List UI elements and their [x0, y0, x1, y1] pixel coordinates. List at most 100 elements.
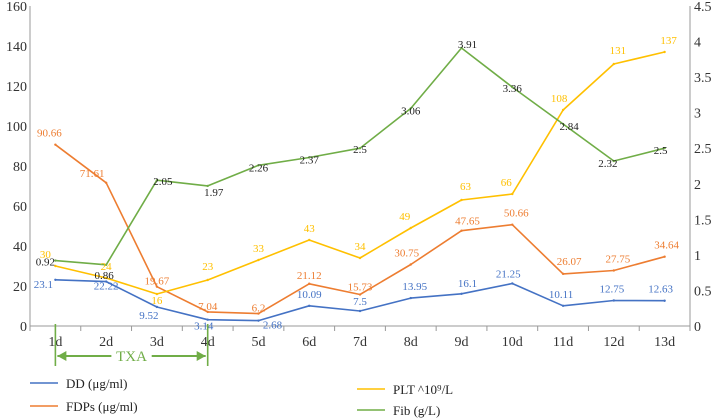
right-tick-label: 1 [694, 249, 701, 264]
data-label-fdps: 6.2 [252, 303, 266, 315]
data-point-dd [308, 304, 311, 308]
right-tick-label: 4.5 [694, 0, 712, 15]
data-point-fib [155, 179, 159, 182]
data-point-plt [358, 256, 362, 260]
right-tick-label: 3.5 [694, 71, 712, 86]
data-point-plt [257, 258, 260, 262]
data-label-fib: 2.37 [300, 154, 320, 166]
legend-item-plt: PLT ^10⁹/L [357, 382, 453, 397]
data-point-fdps [663, 255, 666, 258]
legend-label-fdps: FDPs (μg/ml) [66, 399, 138, 414]
x-tick-label: 13d [654, 335, 675, 350]
data-label-dd: 10.09 [297, 289, 322, 301]
data-label-plt: 34 [355, 241, 367, 253]
data-label-dd: 21.25 [496, 269, 521, 281]
data-point-dd [409, 296, 412, 300]
legend-item-fdps: FDPs (μg/ml) [30, 399, 138, 414]
left-tick-label: 0 [20, 320, 27, 335]
data-label-dd: 10.11 [549, 289, 573, 301]
data-point-fdps [155, 285, 159, 288]
data-point-plt [54, 264, 57, 268]
data-point-plt [206, 278, 209, 282]
data-label-plt: 23 [202, 261, 214, 273]
data-point-plt [409, 226, 412, 230]
data-point-fdps [308, 282, 311, 285]
data-point-dd [155, 305, 159, 309]
series-layer [54, 46, 666, 322]
data-label-plt: 63 [460, 181, 472, 193]
data-label-fib: 1.97 [204, 187, 224, 199]
data-label-fdps: 47.65 [455, 216, 480, 228]
data-label-plt: 24 [101, 261, 113, 273]
data-label-fdps: 19.67 [145, 276, 170, 288]
data-point-fib [358, 147, 362, 150]
data-point-fdps [206, 310, 209, 314]
data-labels: 23.1 22.22 9.52 3.14 2.68 10.09 7.5 13.95 16.1 21… [34, 35, 680, 333]
data-label-fib: 2.26 [249, 162, 269, 174]
data-label-dd: 13.95 [402, 281, 427, 293]
data-point-dd [561, 304, 565, 307]
legend: DD (μg/ml) FDPs (μg/ml) PLT ^10⁹/L Fib (… [30, 376, 453, 418]
data-point-plt [511, 192, 514, 196]
left-tick-label: 120 [6, 80, 27, 95]
data-point-fdps [460, 229, 463, 232]
data-point-fdps [511, 223, 514, 226]
axes: 0 20 40 60 80 100 120 140 160 0 0.5 1 1.5 2 2.5 3 3.5 4 4.… [6, 0, 712, 350]
data-point-fdps [257, 312, 260, 315]
x-tick-label: 10d [502, 335, 523, 350]
txa-annotation: TXA [54, 324, 209, 366]
data-label-fdps: 15.73 [348, 282, 373, 294]
data-label-plt: 137 [660, 35, 677, 47]
x-tick-label: 8d [404, 335, 418, 350]
data-point-fib [561, 122, 565, 126]
data-label-plt: 43 [304, 223, 316, 235]
data-point-fdps [561, 272, 565, 276]
data-label-fdps: 30.75 [394, 248, 419, 260]
data-label-fib: 3.36 [503, 83, 523, 95]
x-tick-label: 3d [150, 335, 164, 350]
data-point-plt [155, 292, 159, 296]
data-point-fdps [54, 143, 57, 146]
right-tick-label: 0.5 [694, 284, 712, 299]
data-point-plt [663, 50, 666, 54]
legend-item-fib: Fib (g/L) [357, 403, 440, 418]
left-tick-label: 60 [13, 200, 27, 215]
data-label-fib: 2.05 [153, 176, 173, 188]
data-label-fib: 3.06 [401, 105, 421, 117]
data-label-dd: 2.68 [263, 320, 283, 332]
data-label-fdps: 34.64 [654, 240, 679, 252]
data-label-fib: 0.86 [95, 270, 115, 282]
data-label-plt: 49 [399, 211, 411, 223]
data-point-fib [257, 164, 260, 167]
data-label-plt: 16 [151, 295, 163, 307]
data-point-dd [104, 280, 108, 283]
data-label-plt: 30 [40, 249, 52, 261]
left-tick-label: 20 [13, 280, 27, 295]
data-point-fib [460, 46, 463, 50]
data-label-plt: 33 [253, 243, 265, 255]
data-point-fdps [612, 269, 616, 272]
data-point-fib [206, 184, 209, 188]
left-tick-label: 40 [13, 240, 27, 255]
data-label-fdps: 71.61 [80, 168, 105, 180]
data-point-fib [409, 107, 412, 110]
left-tick-label: 160 [6, 0, 27, 15]
data-label-dd: 23.1 [34, 279, 53, 291]
x-tick-label: 2d [99, 335, 113, 350]
data-label-dd: 12.63 [648, 284, 673, 296]
data-point-dd [460, 292, 463, 295]
txa-arrowhead-right [196, 351, 206, 361]
data-label-dd: 22.22 [94, 281, 119, 293]
left-tick-label: 100 [6, 120, 27, 135]
legend-label-dd: DD (μg/ml) [66, 376, 128, 391]
data-point-fib [612, 159, 616, 163]
data-point-fdps [358, 293, 362, 296]
data-label-fib: 2.5 [353, 144, 367, 156]
data-point-dd [358, 309, 362, 313]
right-tick-label: 4 [694, 36, 701, 51]
data-point-dd [206, 318, 209, 321]
data-label-dd: 9.52 [139, 310, 158, 322]
data-label-fdps: 21.12 [297, 270, 322, 282]
data-label-plt: 66 [501, 177, 513, 189]
data-label-fdps: 27.75 [605, 254, 630, 266]
